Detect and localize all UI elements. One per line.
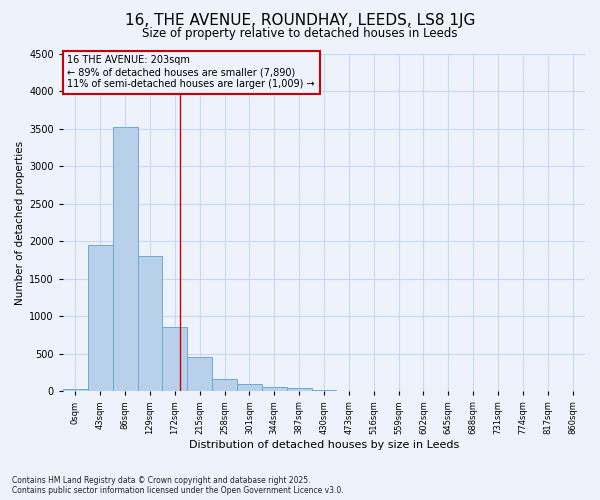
X-axis label: Distribution of detached houses by size in Leeds: Distribution of detached houses by size …: [189, 440, 459, 450]
Bar: [137, 256, 163, 392]
Bar: [212, 380, 237, 392]
Bar: [63, 389, 88, 392]
Bar: [311, 390, 337, 392]
Text: 16, THE AVENUE, ROUNDHAY, LEEDS, LS8 1JG: 16, THE AVENUE, ROUNDHAY, LEEDS, LS8 1JG: [125, 12, 475, 28]
Bar: [187, 357, 212, 392]
Y-axis label: Number of detached properties: Number of detached properties: [15, 140, 25, 305]
Text: 16 THE AVENUE: 203sqm
← 89% of detached houses are smaller (7,890)
11% of semi-d: 16 THE AVENUE: 203sqm ← 89% of detached …: [67, 56, 315, 88]
Bar: [262, 387, 287, 392]
Bar: [88, 245, 113, 392]
Bar: [287, 388, 311, 392]
Bar: [163, 328, 187, 392]
Text: Size of property relative to detached houses in Leeds: Size of property relative to detached ho…: [142, 28, 458, 40]
Text: Contains HM Land Registry data © Crown copyright and database right 2025.
Contai: Contains HM Land Registry data © Crown c…: [12, 476, 344, 495]
Bar: [237, 384, 262, 392]
Bar: [113, 128, 137, 392]
